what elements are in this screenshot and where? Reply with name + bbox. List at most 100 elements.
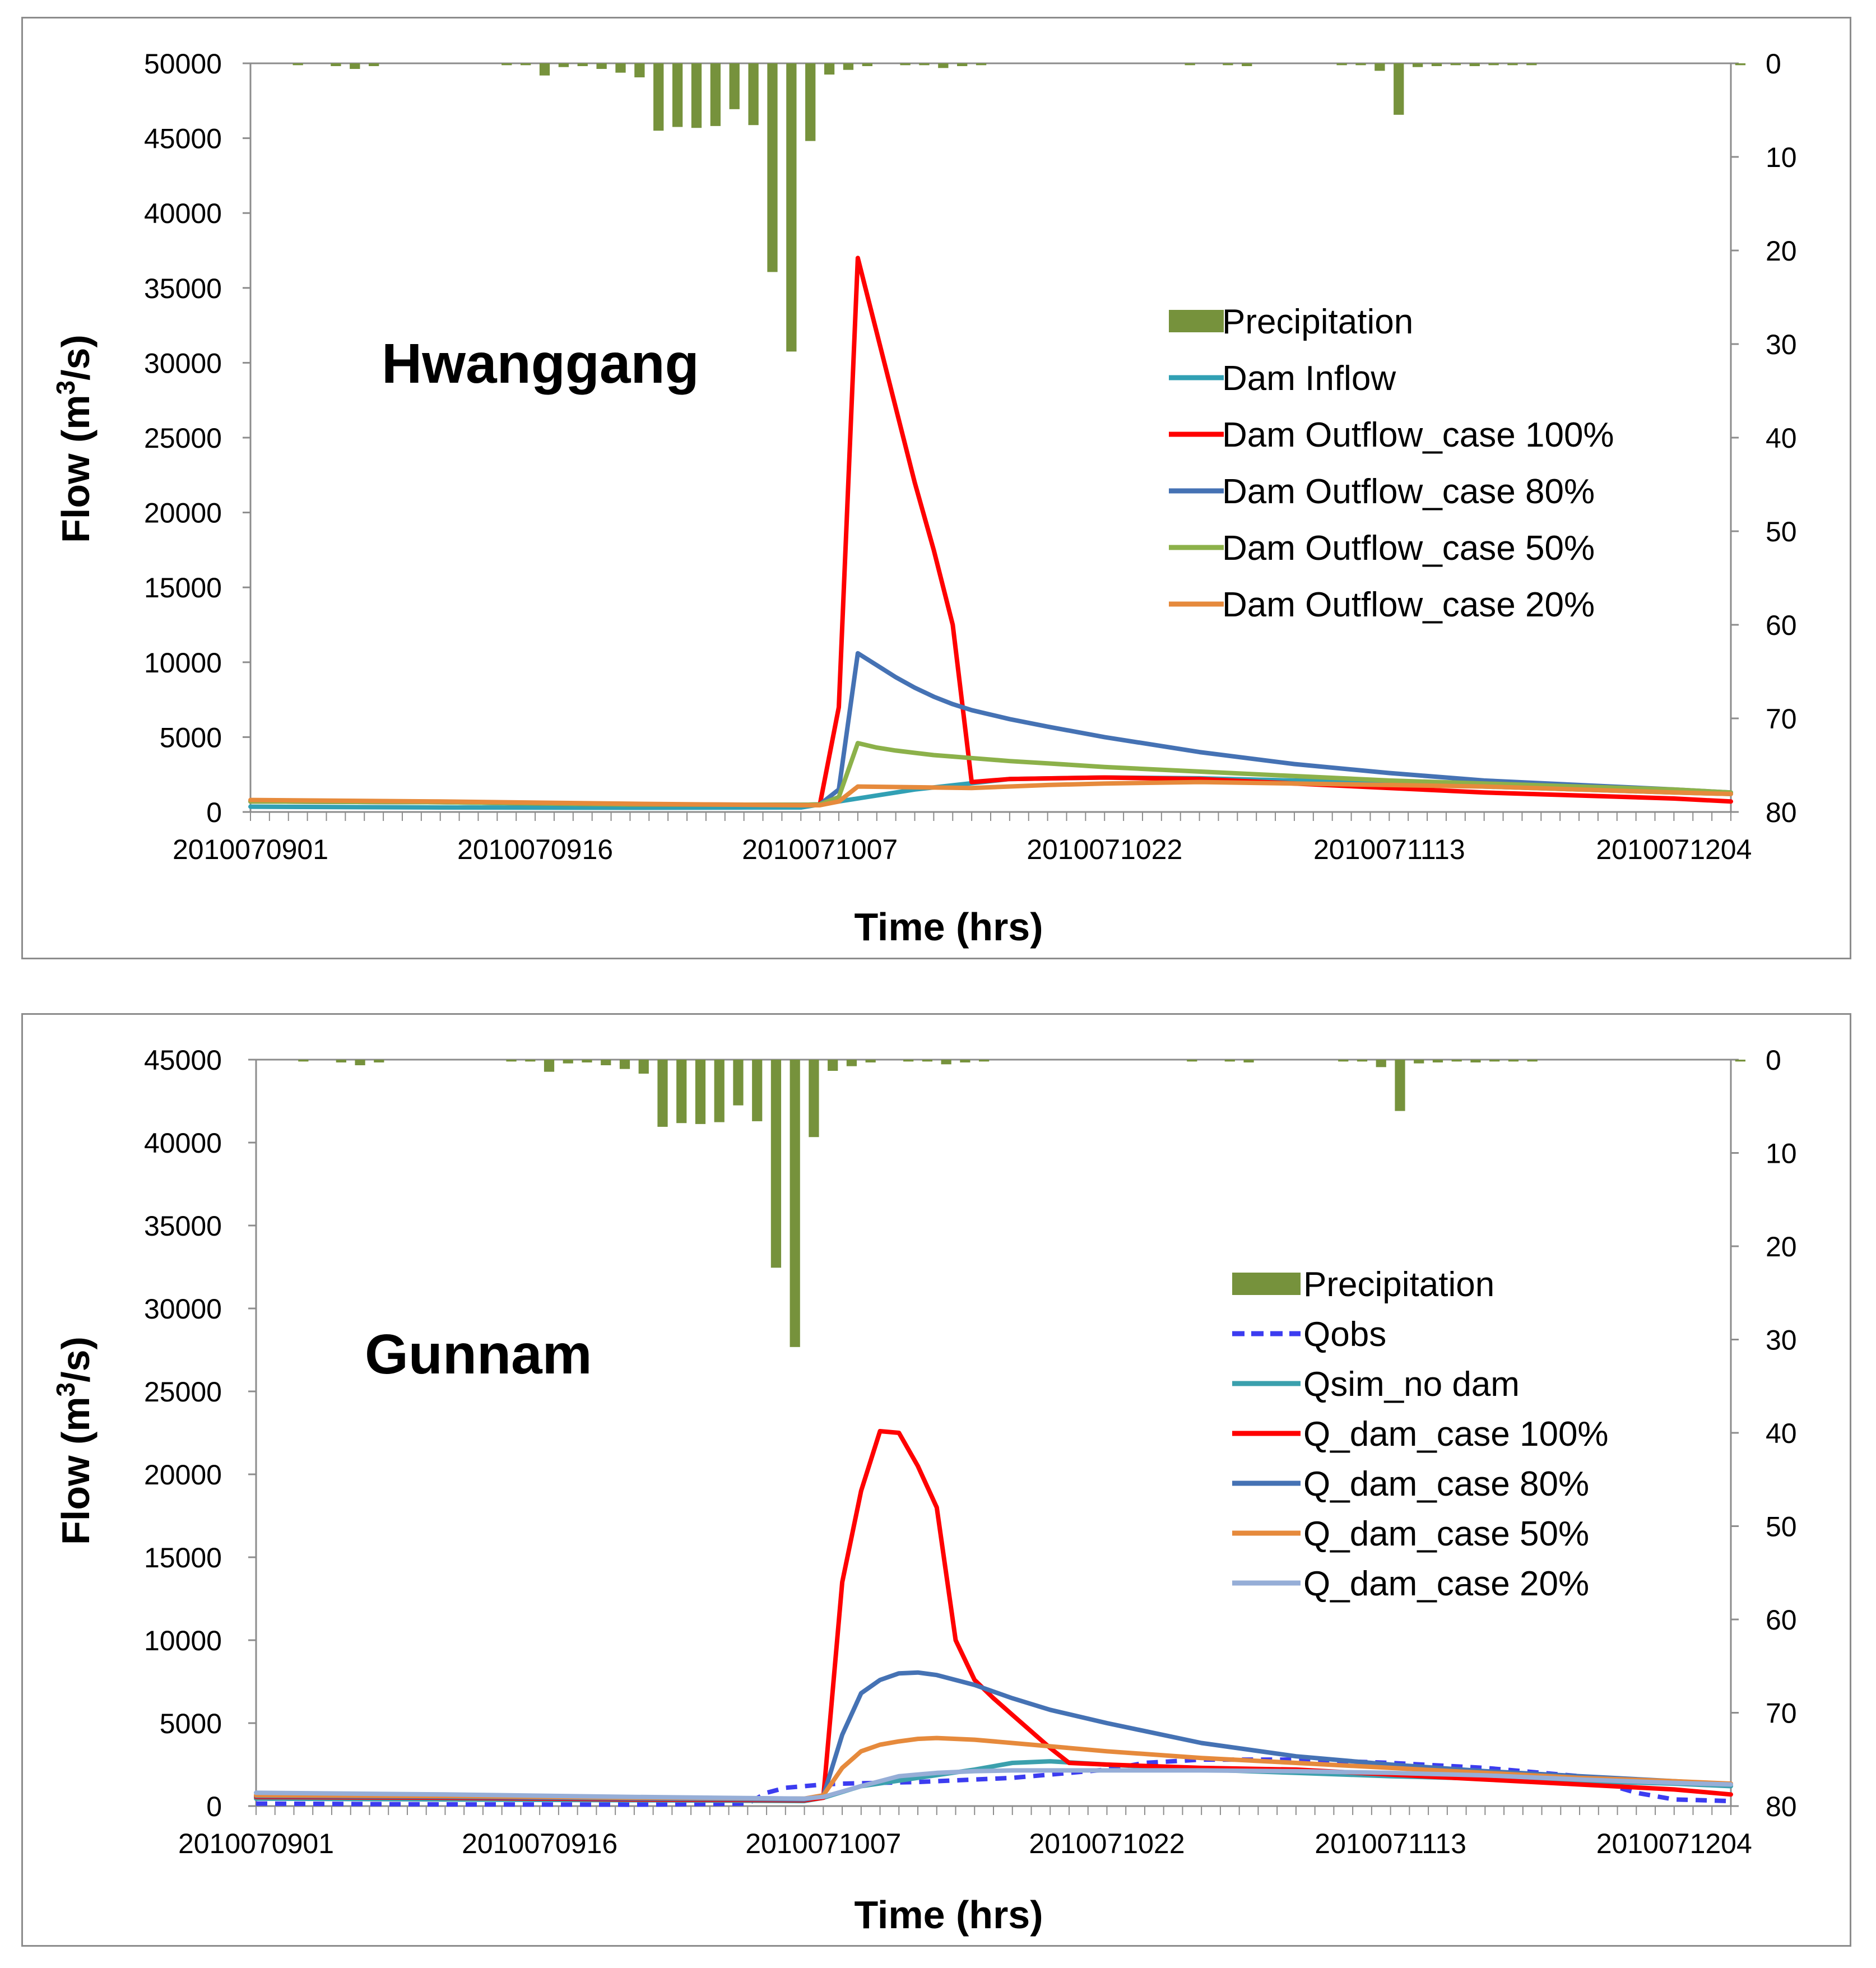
y-tick-label: 15000 [144,572,222,604]
y2-tick-label: 40 [1766,1418,1797,1449]
site-title: Gunnam [365,1323,592,1386]
y-axis-title-main: Flow (m [54,1396,97,1544]
y-tick-label: 25000 [144,423,222,454]
legend-label-q-dam-case-80: Q_dam_case 80% [1303,1465,1589,1503]
y-axis-title-tail: /s) [54,335,97,380]
precipitation-bar [979,1060,990,1062]
y-tick-label: 0 [206,797,222,828]
precipitation-bar [900,63,911,66]
y2-tick-label: 50 [1766,516,1797,547]
precipitation-bar [809,1060,819,1138]
precipitation-bar [577,63,588,67]
precipitation-bar [582,1060,592,1062]
y-axis-title-sup: 3 [51,380,80,395]
precipitation-bar [691,63,702,128]
hwanggang-chart: 0 5000 10000 15000 20000 25000 30000 35000 40000… [51,48,1797,949]
precipitation-bar [619,1060,630,1069]
y2-tick-label: 60 [1766,1604,1797,1636]
precipitation-bar [558,63,569,67]
legend-label-q-dam-case-100: Q_dam_case 100% [1303,1415,1609,1454]
precipitation-bar [790,1060,800,1347]
precipitation-bar [1187,1060,1197,1062]
y-tick-label: 40000 [144,1127,222,1159]
precipitation-bar [525,1060,536,1062]
gunnam-chart: 0 5000 10000 15000 20000 25000 30000 35000 40000… [51,1045,1797,1937]
precipitation-bar [922,1060,933,1062]
precipitation-bar [1243,1060,1254,1062]
legend: Precipitation Qobs Qsim_no dam Q_dam_case 1… [1232,1265,1609,1603]
precipitation-bar [1431,63,1442,67]
precipitation-bar [729,63,740,109]
precipitation-bar [520,63,531,66]
y2-tick-label: 10 [1766,142,1797,173]
precipitation-bar [1412,63,1423,67]
precipitation-bar [1432,1060,1443,1062]
y2-tick-label: 40 [1766,423,1797,454]
y-axis-title: Flow (m3/s) [51,335,97,543]
precipitation-bar [501,63,512,66]
y-axis-title-main: Flow (m [54,394,97,542]
x-tick-label: 2010071022 [1029,1828,1185,1859]
y2-tick-label: 50 [1766,1511,1797,1543]
y2-tick-label: 80 [1766,1791,1797,1822]
x-tick-label: 2010070916 [457,834,613,865]
precipitation-bar [714,1060,725,1122]
precipitation-bar [752,1060,763,1121]
y2-tick-label: 0 [1766,48,1781,80]
precipitation-bar [544,1060,555,1072]
x-tick-label: 2010071113 [1315,1828,1466,1859]
y-tick-label: 0 [206,1791,222,1822]
x-axis-title: Time (hrs) [854,1893,1043,1937]
y2-tick-label: 0 [1766,1045,1781,1076]
y2-tick-label: 80 [1766,797,1797,828]
x-tick-label: 2010070901 [178,1828,334,1859]
precipitation-bar [563,1060,573,1064]
precipitation-bar [960,1060,970,1062]
y2-tick-label: 20 [1766,1231,1797,1263]
precipitation-bar [506,1060,517,1062]
x-tick-label: 2010070916 [462,1828,617,1859]
precipitation-bar [1357,1060,1368,1062]
legend-label-dam-outflow-case-50: Dam Outflow_case 50% [1222,529,1595,568]
precipitation-bar [1414,1060,1424,1064]
y-tick-label: 5000 [160,1708,222,1739]
legend-label-qobs: Qobs [1303,1315,1386,1354]
precipitation-bar [805,63,816,141]
precipitation-bar [1470,1060,1481,1062]
precipitation-bar [710,63,721,126]
precipitation-bar [657,1060,668,1127]
precipitation-bar [1394,63,1404,115]
precipitation-bar [828,1060,838,1071]
legend-label-q-dam-case-50: Q_dam_case 50% [1303,1515,1589,1553]
legend-label-precipitation: Precipitation [1303,1265,1494,1304]
y2-tick-label: 30 [1766,1325,1797,1356]
x-tick-label: 2010070901 [173,834,328,865]
precipitation-bar [1488,63,1499,66]
precipitation-bar [824,63,835,75]
x-tick-label: 2010071007 [742,834,898,865]
precipitation-bar [615,63,626,73]
precipitation-bar [1376,1060,1386,1067]
precipitation-bar [1223,63,1233,66]
precipitation-bar [672,63,683,127]
precipitation-bar [1185,63,1195,66]
precipitation-bar [843,63,854,70]
precipitation-bar [903,1060,914,1062]
precipitation-bar [596,63,607,69]
precipitation-bar [957,63,968,67]
legend-label-dam-outflow-case-80: Dam Outflow_case 80% [1222,472,1595,511]
precipitation-bar [786,63,797,352]
x-tick-label: 2010071007 [745,1828,901,1859]
precipitation-bar [1735,63,1746,66]
precipitation-bar [938,63,949,68]
hwanggang-chart-panel: 0 5000 10000 15000 20000 25000 30000 35000 40000… [21,17,1851,959]
y-tick-label: 15000 [144,1542,222,1574]
gunnam-chart-panel: 0 5000 10000 15000 20000 25000 30000 35000 40000… [21,1013,1851,1947]
precipitation-bar [748,63,759,126]
y-tick-label: 20000 [144,1459,222,1491]
legend: Precipitation Dam Inflow Dam Outflow_case … [1169,303,1614,624]
y-axis-title: Flow (m3/s) [51,1336,97,1545]
y-tick-label: 45000 [144,123,222,155]
legend-label-dam-outflow-case-100: Dam Outflow_case 100% [1222,416,1614,454]
y2-tick-label: 20 [1766,235,1797,267]
